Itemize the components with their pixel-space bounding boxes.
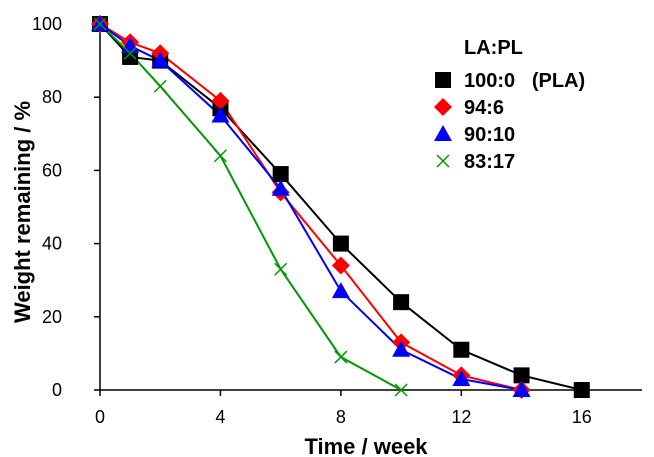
data-point-series-0: [332, 235, 349, 252]
y-tick-label: 20: [42, 307, 62, 327]
x-tick-label: 0: [95, 407, 105, 427]
data-point-series-2: [392, 340, 411, 357]
data-point-series-0: [573, 382, 590, 398]
x-tick-label: 12: [451, 407, 471, 427]
data-point-series-2: [211, 106, 230, 123]
data-point-series-3: [334, 350, 348, 364]
legend-marker-0: [435, 72, 451, 88]
legend-marker-1: [434, 98, 452, 116]
y-tick-label: 100: [32, 14, 62, 34]
y-tick-label: 60: [42, 160, 62, 180]
series-line-2: [99, 23, 522, 391]
legend-label-0: 100:0 (PLA): [464, 70, 585, 92]
data-point-series-2: [271, 179, 290, 196]
y-tick-label: 80: [42, 87, 62, 107]
y-tick-label: 40: [42, 234, 62, 254]
data-point-series-2: [151, 51, 170, 68]
x-tick-label: 8: [336, 407, 346, 427]
legend-title: LA:PL: [464, 37, 523, 59]
data-point-series-1: [331, 256, 350, 275]
data-point-series-1: [211, 91, 230, 110]
legend-label-1: 94:6: [464, 97, 504, 119]
data-point-series-3: [394, 383, 408, 397]
series-line-0: [99, 23, 583, 391]
data-point-series-0: [453, 341, 470, 358]
data-point-series-3: [123, 46, 137, 60]
legend: LA:PL 100:0 (PLA) 94:6 90:10 83:17: [434, 37, 585, 173]
legend-label-3: 83:17: [464, 151, 515, 173]
data-point-series-3: [213, 149, 227, 163]
data-point-series-0: [513, 367, 530, 384]
y-axis-title-group: Weight remaining / %: [10, 101, 35, 323]
data-point-series-2: [512, 381, 531, 397]
legend-label-2: 90:10: [464, 124, 515, 146]
data-point-series-2: [452, 370, 471, 387]
data-point-series-2: [331, 282, 350, 299]
x-tick-label: 16: [572, 407, 592, 427]
axes: 0 20 40 60 80 100 0 4 8 12 16: [32, 14, 642, 427]
x-tick-label: 4: [215, 407, 225, 427]
series-line-1: [99, 23, 522, 391]
legend-marker-3: [436, 154, 450, 168]
y-axis-title: Weight remaining / %: [10, 101, 35, 323]
x-axis-title: Time / week: [304, 434, 428, 457]
legend-items: 100:0 (PLA) 94:6 90:10 83:17: [434, 70, 585, 173]
data-point-series-3: [153, 79, 167, 93]
y-tick-label: 0: [52, 380, 62, 400]
legend-marker-2: [434, 125, 452, 141]
data-point-series-3: [274, 262, 288, 276]
data-point-series-3: [93, 17, 107, 31]
series-line-3: [99, 23, 402, 391]
data-point-series-0: [272, 166, 289, 183]
series-markers: [91, 15, 590, 399]
data-point-series-0: [393, 294, 410, 311]
